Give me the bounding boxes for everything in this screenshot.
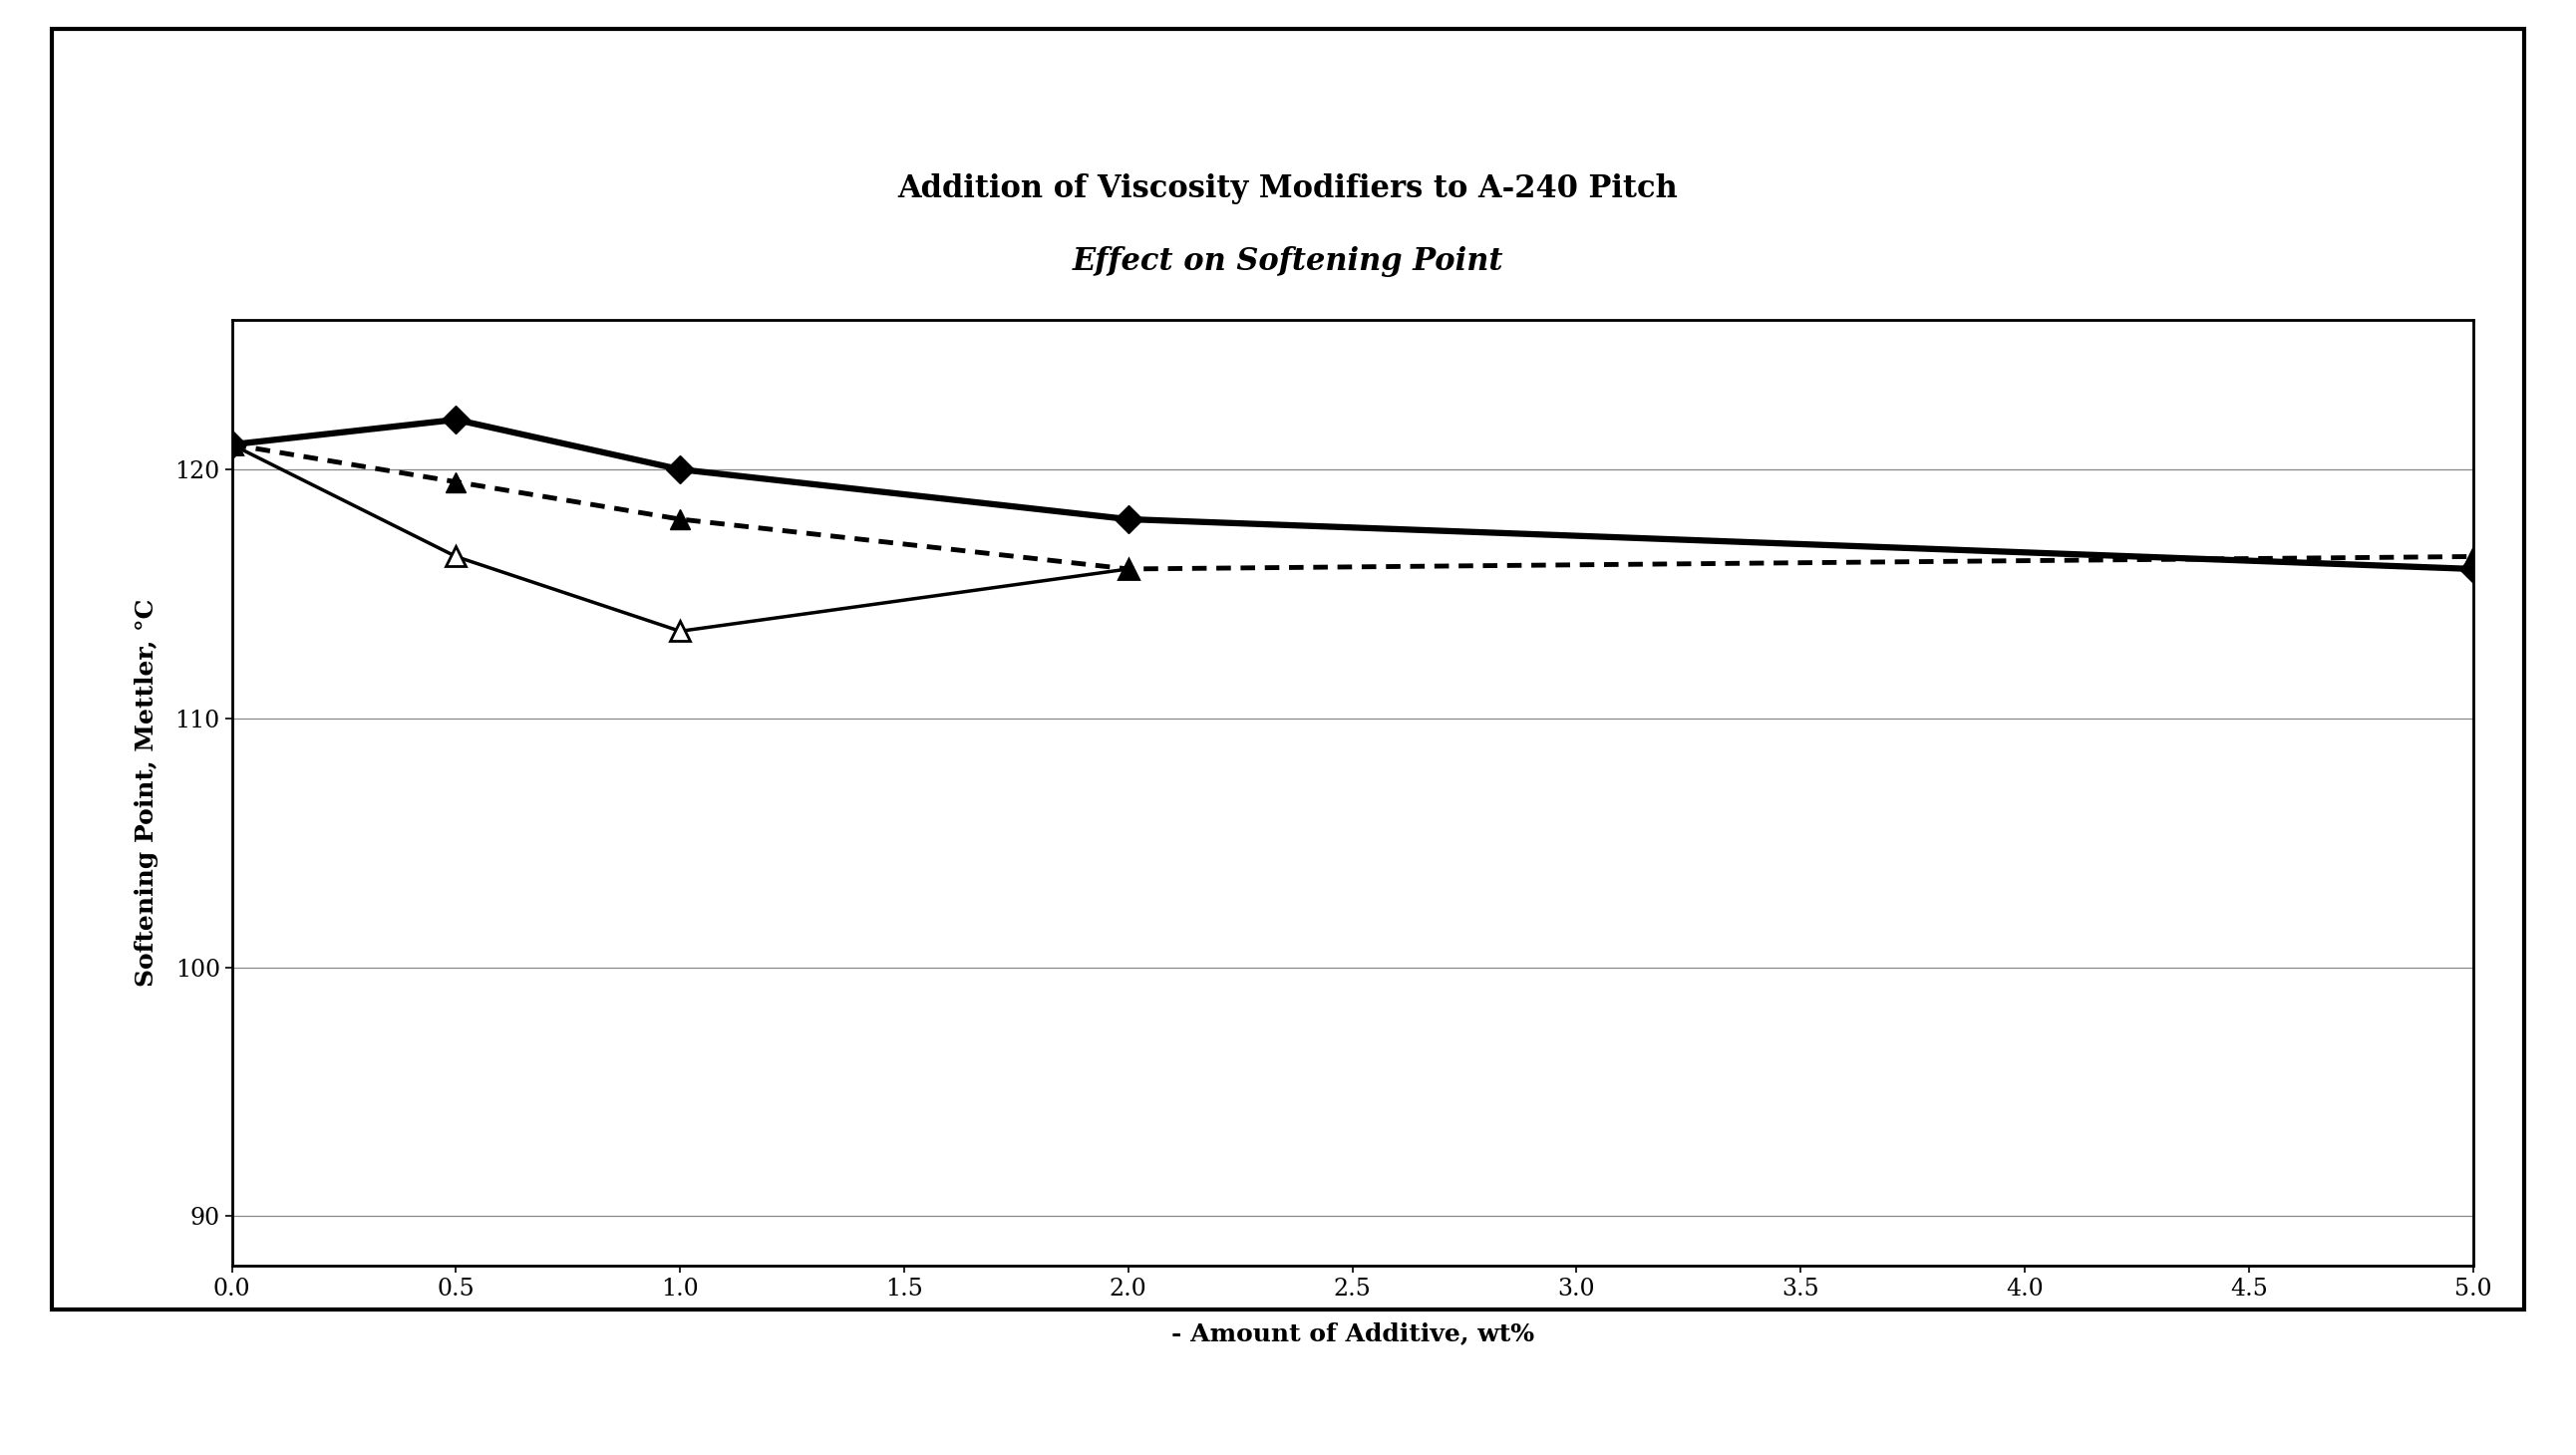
’Dibasic Ester	[216, 436, 247, 454]
’Dibasic Ester	[665, 623, 696, 640]
’Ethylene Glycol	[440, 473, 471, 490]
’Ethylene Glycol	[1113, 560, 1144, 578]
Line: ’Ethylene Glycol: ’Ethylene Glycol	[222, 434, 2483, 579]
Y-axis label: Softening Point, Mettler, °C: Softening Point, Mettler, °C	[134, 599, 157, 986]
Text: Effect on Softening Point: Effect on Softening Point	[1072, 246, 1504, 278]
’Ethylene Glycol	[2458, 549, 2488, 566]
X-axis label: - Amount of Additive, wt%: - Amount of Additive, wt%	[1172, 1321, 1533, 1346]
’Ethylene Glycol	[216, 436, 247, 454]
’Ethylene Glycol	[665, 511, 696, 528]
Line: #6 Fuel Oil: #6 Fuel Oil	[222, 410, 2483, 579]
Line: ’Dibasic Ester: ’Dibasic Ester	[222, 434, 1139, 642]
#6 Fuel Oil	[216, 436, 247, 454]
Text: Addition of Viscosity Modifiers to A-240 Pitch: Addition of Viscosity Modifiers to A-240…	[899, 173, 1677, 205]
#6 Fuel Oil	[665, 461, 696, 479]
’Dibasic Ester	[440, 549, 471, 566]
#6 Fuel Oil	[1113, 511, 1144, 528]
#6 Fuel Oil	[440, 410, 471, 428]
’Dibasic Ester	[1113, 560, 1144, 578]
#6 Fuel Oil	[2458, 560, 2488, 578]
